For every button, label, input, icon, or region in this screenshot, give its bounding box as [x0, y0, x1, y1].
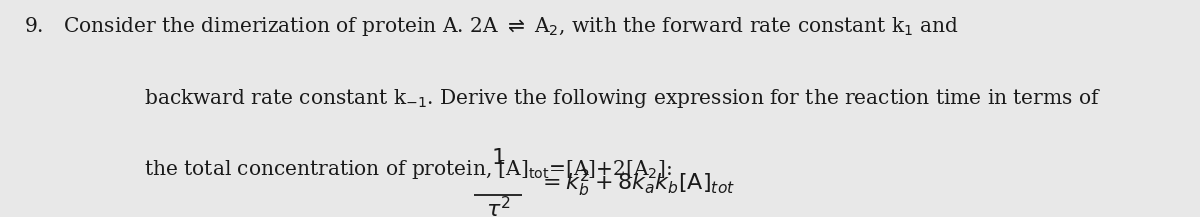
- Text: backward rate constant k$_{-1}$. Derive the following expression for the reactio: backward rate constant k$_{-1}$. Derive …: [84, 87, 1102, 110]
- Text: the total concentration of protein, [A]$_{\mathrm{tot}}$=[A]+2[A$_2$]:: the total concentration of protein, [A]$…: [84, 158, 672, 181]
- Text: 9. Consider the dimerization of protein A. 2A $\rightleftharpoons$ A$_2$, with t: 9. Consider the dimerization of protein …: [24, 15, 959, 38]
- Text: $1$: $1$: [491, 147, 505, 169]
- Text: $= k_b^2 + 8k_a k_b [\mathrm{A}]_{tot}$: $= k_b^2 + 8k_a k_b [\mathrm{A}]_{tot}$: [538, 168, 734, 199]
- Text: $\tau^2$: $\tau^2$: [486, 197, 510, 217]
